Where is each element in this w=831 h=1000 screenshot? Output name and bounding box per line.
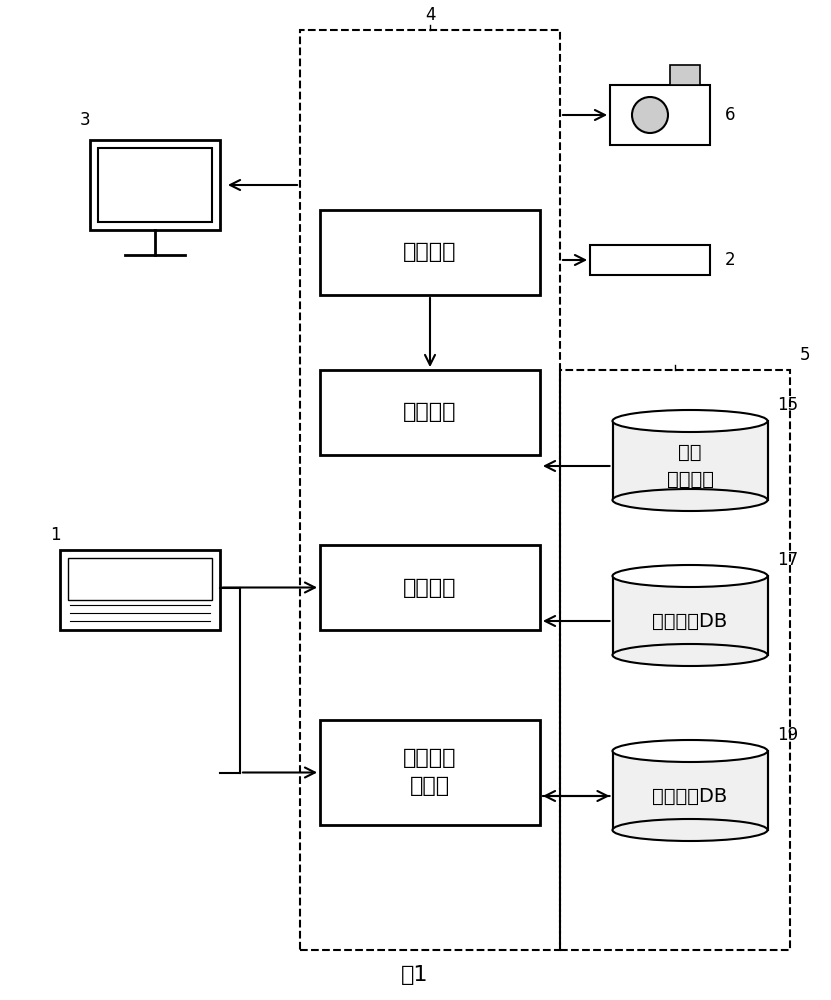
Text: 取出特征: 取出特征 <box>403 242 457 262</box>
Ellipse shape <box>612 740 768 762</box>
Text: 字形
特征字典: 字形 特征字典 <box>666 443 714 489</box>
Bar <box>560 370 790 950</box>
Bar <box>590 245 710 275</box>
Text: 6: 6 <box>725 106 735 124</box>
Bar <box>612 576 768 655</box>
Text: 特征匹配: 特征匹配 <box>403 402 457 422</box>
Text: 2: 2 <box>725 251 735 269</box>
Bar <box>612 421 768 500</box>
Bar <box>68 558 212 600</box>
Bar <box>320 545 540 630</box>
Ellipse shape <box>612 489 768 511</box>
Text: 1: 1 <box>50 526 61 544</box>
Ellipse shape <box>612 410 768 432</box>
Bar <box>612 751 768 830</box>
Ellipse shape <box>612 565 768 587</box>
Text: 索引信息DB: 索引信息DB <box>652 611 728 631</box>
Bar <box>320 720 540 825</box>
Text: 图1: 图1 <box>401 965 429 985</box>
Bar <box>320 370 540 455</box>
Bar <box>610 85 710 145</box>
Text: 5: 5 <box>800 346 810 364</box>
Text: 图像文档
的管理: 图像文档 的管理 <box>403 748 457 796</box>
Bar <box>300 30 560 950</box>
Text: 4: 4 <box>425 6 435 24</box>
Ellipse shape <box>612 819 768 841</box>
Text: 17: 17 <box>778 551 799 569</box>
Circle shape <box>632 97 668 133</box>
Bar <box>60 550 220 630</box>
Text: 19: 19 <box>778 726 799 744</box>
Bar <box>90 140 220 230</box>
Text: 15: 15 <box>778 396 799 414</box>
Ellipse shape <box>612 644 768 666</box>
Bar <box>98 148 212 222</box>
Text: 文档图像DB: 文档图像DB <box>652 786 728 806</box>
Text: 3: 3 <box>80 111 91 129</box>
Bar <box>320 210 540 295</box>
Bar <box>670 65 700 85</box>
Text: 实施检索: 实施检索 <box>403 578 457 597</box>
